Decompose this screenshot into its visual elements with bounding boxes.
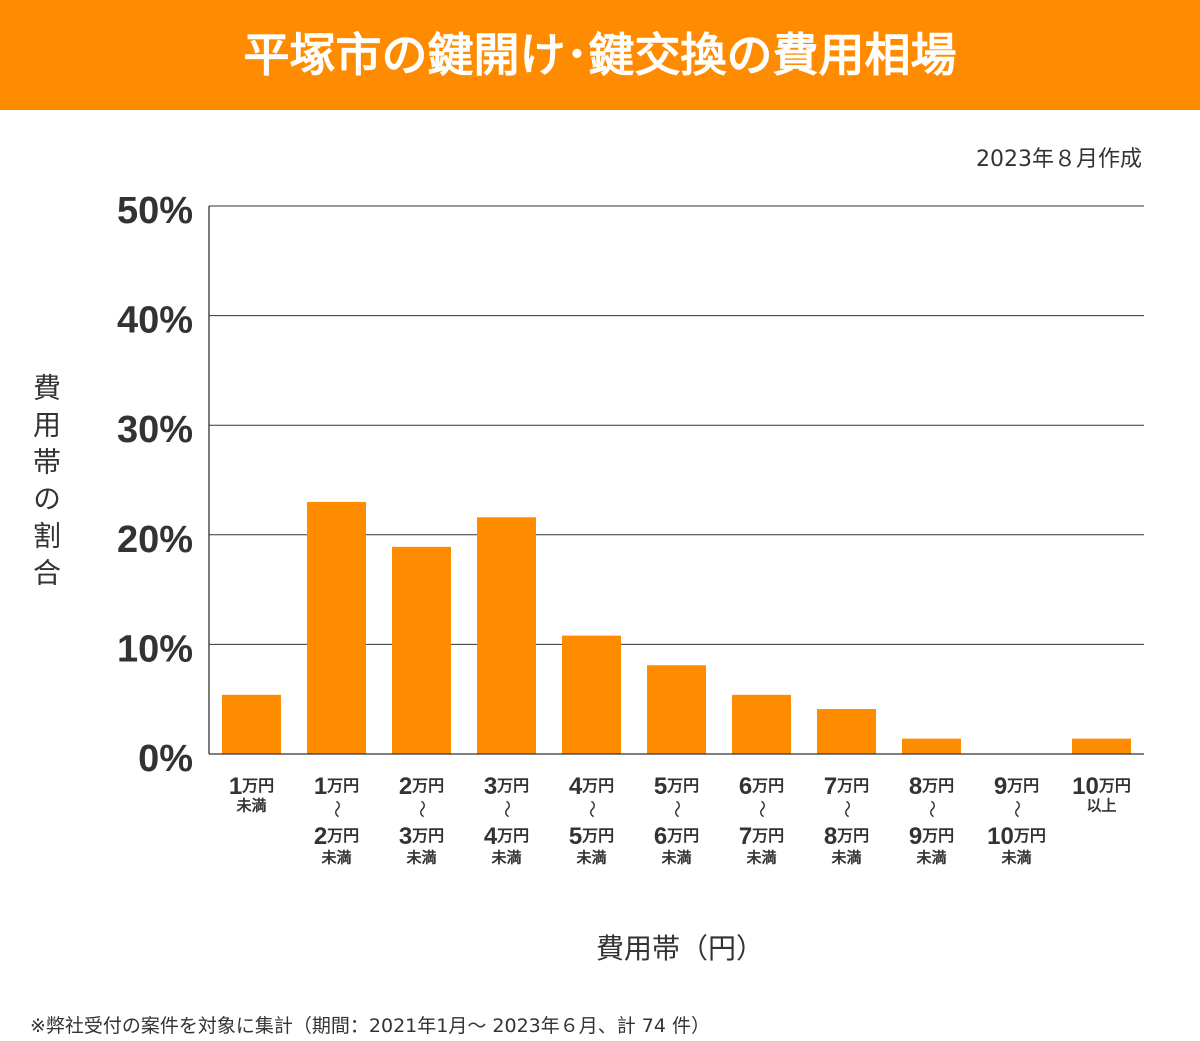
x-tick-label-line: 4万円 [569,773,614,800]
x-tick-label-line: 以上 [1086,798,1116,815]
bar-2 [307,501,366,754]
x-tick-label-line: 6万円 [739,773,784,800]
x-tick-label-line: 5万円 [654,773,699,800]
x-tick-label-line: 未満 [575,849,606,867]
y-tick-label: 50% [117,190,193,232]
x-tick-label-line: 未満 [1000,849,1031,867]
x-tick-label-line: 未満 [320,849,351,867]
x-tick-label-line: ～ [1007,800,1027,818]
x-tick-label-line: 未満 [915,849,946,867]
bar-9 [902,738,961,754]
axes [208,206,1144,755]
x-tick-label-line: ～ [922,800,942,818]
x-axis-title: 費用帯（円） [595,932,764,965]
bar-11 [1072,738,1131,754]
x-tick-label-line: 4万円 [484,823,529,850]
y-axis-title: 費用帯の割合 [29,373,62,595]
y-tick-label: 40% [117,300,193,342]
x-tick-label-line: 未満 [660,849,691,867]
x-tick-label-line: 9万円 [994,773,1039,800]
x-tick-label-line: ～ [667,800,687,818]
x-tick-label-line: 10万円 [987,823,1046,850]
x-tick-label-line: 8万円 [909,773,954,800]
x-tick-label-line: 2万円 [399,773,444,800]
x-tick-label-line: 1万円 [314,773,359,800]
x-tick-label-line: ～ [752,800,772,818]
x-tick-label-line: 9万円 [909,823,954,850]
x-tick-label-line: 10万円 [1072,773,1131,800]
header-banner [0,0,1200,110]
x-tick-label-line: ～ [837,800,857,818]
bar-6 [647,665,706,754]
x-tick-label-line: 7万円 [824,773,869,800]
x-tick-label-line: 未満 [490,849,521,867]
x-tick-label-line: 未満 [745,849,776,867]
x-tick-label-line: 3万円 [484,773,529,800]
x-tick-label-line: 8万円 [824,823,869,850]
y-tick-labels: 0% 10% 20% 30% 40% 50% [117,190,193,780]
bar-7 [732,694,791,754]
y-tick-label: 30% [117,409,193,451]
x-tick-label-line: 未満 [235,797,266,815]
y-tick-label: 20% [117,519,193,561]
x-tick-label-line: 1万円 [229,773,274,800]
bar-3 [392,546,451,754]
bar-8 [817,709,876,754]
footnote: ※弊社受付の案件を対象に集計（期間：2021年1月～ 2023年６月、計 74 … [30,1015,711,1037]
x-tick-label-line: ～ [327,800,347,818]
y-tick-label: 0% [138,738,193,780]
x-tick-label-line: 2万円 [314,823,359,850]
x-tick-label-line: 未満 [405,849,436,867]
created-date-note: 2023年８月作成 [976,147,1142,172]
x-tick-labels: 1万円未満1万円～2万円未満2万円～3万円未満3万円～4万円未満4万円～5万円未… [229,773,1131,867]
bar-1 [222,694,281,754]
x-tick-label-line: ～ [497,800,517,818]
x-tick-label-line: 6万円 [654,823,699,850]
x-tick-label-line: 未満 [830,849,861,867]
x-tick-label-line: 5万円 [569,823,614,850]
x-tick-label-line: 7万円 [739,823,784,850]
bars [222,501,1131,754]
page-title: 平塚市の鍵開け･鍵交換の費用相場 [243,28,957,82]
x-tick-label-line: ～ [582,800,602,818]
x-tick-label-line: ～ [412,800,432,818]
bar-5 [562,635,621,754]
y-tick-label: 10% [117,628,193,670]
bar-4 [477,517,536,754]
x-tick-label-line: 3万円 [399,823,444,850]
